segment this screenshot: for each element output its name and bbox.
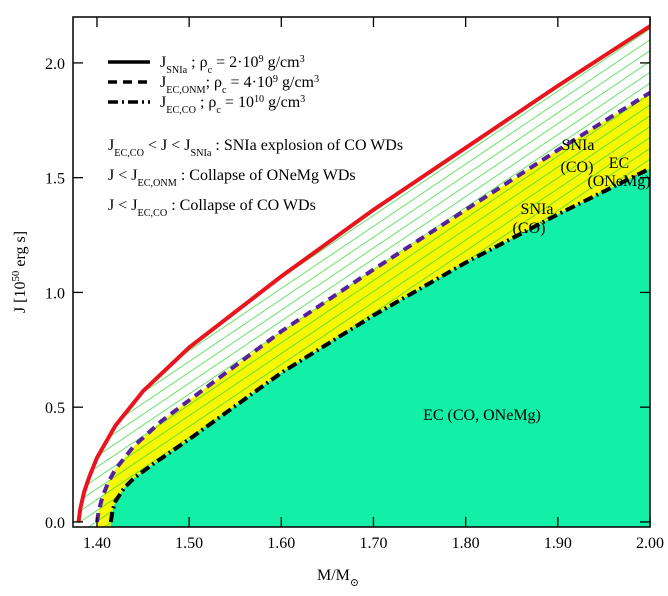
text-part: ; ρ	[196, 94, 216, 111]
text-part: c	[216, 105, 221, 116]
overlay: 1.40 1.50 1.60 1.70 1.80 1.90 2.00 0.0 0.5 1.0 1.5…	[10, 17, 664, 589]
x-tick-label: 1.40	[83, 535, 111, 552]
y-tick-label: 0.5	[45, 400, 65, 417]
text-part: ; ρ	[206, 74, 222, 91]
text-part: c	[208, 65, 213, 76]
text-part: < J < J	[144, 137, 191, 154]
text-part: EC,CO	[137, 208, 167, 219]
text-part: ⊙	[350, 577, 359, 589]
region-label: SNIa	[562, 137, 595, 154]
text-part: 3	[300, 54, 305, 65]
legend-label: JEC,ONM; ρc = 4·109 g/cm3	[160, 74, 319, 96]
region-label: (ONeMg)	[587, 173, 650, 190]
region-label: (CO)	[513, 220, 546, 237]
text-part: EC,CO	[166, 105, 196, 116]
text-part: J	[160, 94, 166, 111]
regions	[78, 26, 650, 527]
legend-label: JSNIa ; ρc = 2·109 g/cm3	[160, 54, 305, 76]
text-part: EC,ONM	[137, 178, 176, 189]
y-tick-label: 0.0	[45, 515, 65, 532]
text-part: c	[222, 85, 227, 96]
text-part: EC,CO	[114, 148, 144, 159]
text-part: 3	[314, 74, 319, 85]
text-part: 9	[273, 74, 278, 85]
y-axis-label: J [1050 erg s]	[10, 231, 29, 313]
text-part: 9	[259, 54, 264, 65]
curve	[95, 91, 650, 523]
text-part: J < J	[108, 197, 137, 214]
y-tick-label: 1.5	[45, 171, 65, 188]
text-part: ; ρ	[187, 54, 207, 71]
x-axis-label: M/M⊙	[317, 567, 359, 589]
text-part: SNIa	[190, 148, 211, 159]
annotation: J < JEC,ONM : Collapse of ONeMg WDs	[108, 167, 356, 189]
x-tick-label: 1.80	[452, 535, 480, 552]
region-label: (CO)	[561, 159, 594, 176]
region-label: EC	[609, 155, 629, 172]
x-tick-label: 1.60	[267, 535, 295, 552]
text-part: g/cm	[264, 94, 301, 111]
text-part: J	[160, 54, 166, 71]
text-part: = 2·10	[212, 54, 258, 71]
x-tick-label: 1.90	[544, 535, 572, 552]
text-part: : Collapse of ONeMg WDs	[177, 167, 356, 184]
legend-label: JEC,CO ; ρc = 1010 g/cm3	[160, 94, 305, 116]
region-ec-onemg	[97, 92, 650, 527]
text-part: erg s]	[12, 231, 29, 271]
x-tick-label: 1.50	[175, 535, 203, 552]
text-part: 10	[254, 94, 264, 105]
text-part: = 10	[221, 94, 254, 111]
text-part: J < J	[108, 167, 137, 184]
x-tick-label: 1.70	[359, 535, 387, 552]
y-tick-label: 2.0	[45, 56, 65, 73]
curves	[76, 24, 650, 523]
annotation: JEC,CO < J < JSNIa : SNIa explosion of C…	[108, 137, 403, 159]
text-part: g/cm	[278, 74, 315, 91]
text-part: = 4·10	[227, 74, 273, 91]
region-label: EC (CO, ONeMg)	[423, 407, 541, 424]
region-ec-all	[110, 168, 650, 527]
text-part: 3	[300, 94, 305, 105]
text-part: : Collapse of CO WDs	[167, 197, 316, 214]
text-part: J	[160, 74, 166, 91]
curve	[76, 24, 650, 523]
region-snia	[78, 26, 650, 527]
text-part: : SNIa explosion of CO WDs	[211, 137, 403, 154]
region-label: SNIa	[521, 201, 554, 218]
text-part: SNIa	[166, 65, 187, 76]
plot-frame	[72, 16, 651, 528]
text-part: J [10	[12, 282, 29, 314]
text-part: M/M	[317, 567, 350, 584]
annotation: J < JEC,CO : Collapse of CO WDs	[108, 197, 316, 219]
curve	[108, 166, 650, 523]
text-part: J	[108, 137, 114, 154]
text-part: EC,ONM	[166, 85, 205, 96]
y-tick-label: 1.0	[45, 285, 65, 302]
text-part: 50	[10, 270, 22, 281]
text-part: g/cm	[264, 54, 301, 71]
x-tick-label: 2.00	[636, 535, 664, 552]
